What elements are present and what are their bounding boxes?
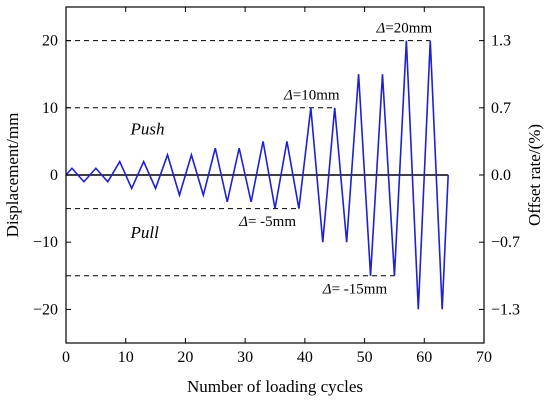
annotations: Δ=20mm Δ=10mm Δ= -5mm Δ= -15mm Push Pull	[129, 21, 432, 298]
axis-ticks	[65, 7, 485, 343]
series-group	[65, 40, 449, 310]
data-point-20	[298, 208, 299, 209]
annotation-0: Δ=20mm	[376, 21, 433, 37]
data-point-9	[167, 154, 168, 155]
data-point-18	[274, 208, 275, 209]
y2-tick-label-4: −1.3	[491, 301, 520, 318]
data-point-11	[191, 154, 192, 155]
data-point-23	[334, 107, 335, 108]
y2-tick-label-3: −0.7	[491, 234, 520, 251]
reference-lines	[66, 40, 431, 277]
data-point-30	[418, 309, 419, 310]
data-point-3	[95, 168, 96, 169]
y2-tick-label-1: 0.7	[491, 100, 511, 117]
x-tick-label-0: 0	[62, 349, 70, 366]
data-point-10	[179, 195, 180, 196]
data-point-2	[83, 181, 84, 182]
data-point-8	[155, 188, 156, 189]
data-point-33	[448, 174, 449, 175]
region-label-push: Push	[129, 120, 164, 139]
data-point-32	[442, 309, 443, 310]
annotation-1: Δ=10mm	[283, 88, 340, 104]
data-point-21	[310, 107, 311, 108]
data-point-1	[71, 168, 72, 169]
region-label-pull: Pull	[129, 223, 159, 242]
y-axis-title: Displacement/mm	[3, 113, 22, 238]
y2-tick-label-0: 1.3	[491, 33, 511, 50]
series-line-0	[65, 40, 449, 310]
y-tick-label-0: 0	[50, 167, 58, 184]
data-point-7	[143, 161, 144, 162]
x-axis-title: Number of loading cycles	[187, 377, 363, 396]
data-point-5	[119, 161, 120, 162]
data-point-26	[370, 275, 371, 276]
data-point-22	[322, 242, 323, 243]
y-tick-label-20: 20	[42, 33, 58, 50]
data-point-4	[107, 181, 108, 182]
x-tick-label-40: 40	[297, 349, 313, 366]
data-point-31	[430, 40, 431, 41]
data-point-25	[358, 74, 359, 75]
x-tick-label-70: 70	[476, 349, 492, 366]
data-point-27	[382, 74, 383, 75]
data-point-19	[286, 141, 287, 142]
data-point-16	[251, 201, 252, 202]
x-tick-label-20: 20	[177, 349, 193, 366]
data-point-17	[262, 141, 263, 142]
tick-labels: 0 10 20 30 40 50 60 70 −20 −10 0 10 20 1.3 0.7 0.0 −0.7 −…	[33, 33, 520, 366]
x-tick-label-60: 60	[416, 349, 432, 366]
x-tick-label-50: 50	[357, 349, 373, 366]
data-point-15	[239, 148, 240, 149]
data-point-12	[203, 195, 204, 196]
y2-tick-label-2: 0.0	[491, 167, 511, 184]
y2-axis-title: Offset rate/(%)	[525, 124, 544, 226]
data-point-24	[346, 242, 347, 243]
annotation-3: Δ= -15mm	[322, 281, 388, 297]
x-tick-label-10: 10	[118, 349, 134, 366]
data-point-29	[406, 40, 407, 41]
y-tick-label-10: 10	[42, 100, 58, 117]
x-tick-label-30: 30	[237, 349, 253, 366]
data-point-14	[227, 201, 228, 202]
data-point-28	[394, 275, 395, 276]
y-tick-label--20: −20	[33, 301, 58, 318]
annotation-2: Δ= -5mm	[238, 214, 296, 230]
data-point-6	[131, 188, 132, 189]
y-tick-label--10: −10	[33, 234, 58, 251]
data-point-13	[215, 148, 216, 149]
